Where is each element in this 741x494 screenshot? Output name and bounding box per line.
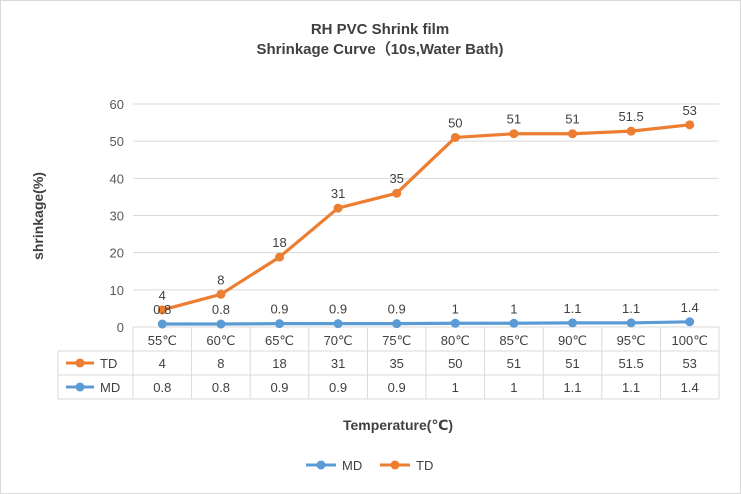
data-point-md — [509, 318, 519, 328]
table-cell: 51.5 — [618, 356, 643, 371]
x-tick-label: 75℃ — [382, 333, 411, 348]
data-label-md: 1 — [452, 301, 459, 316]
data-point-md — [333, 319, 343, 329]
y-tick-label: 30 — [110, 209, 124, 224]
y-tick-label: 50 — [110, 134, 124, 149]
table-cell: 0.9 — [388, 380, 406, 395]
data-label-md: 0.8 — [212, 302, 230, 317]
table-cell: 1.4 — [681, 380, 699, 395]
chart-title: RH PVC Shrink film — [311, 21, 449, 38]
table-series-name: TD — [100, 356, 117, 371]
table-cell: 51 — [507, 356, 521, 371]
table-cell: 31 — [331, 356, 345, 371]
table-cell: 18 — [272, 356, 286, 371]
table-cell: 1 — [452, 380, 459, 395]
data-point-td — [275, 252, 284, 262]
data-point-td — [157, 305, 167, 315]
data-point-md — [275, 319, 284, 329]
legend-label: TD — [416, 458, 433, 473]
y-tick-label: 0 — [117, 320, 124, 335]
data-label-md: 1.1 — [622, 301, 640, 316]
data-point-md — [626, 318, 636, 328]
table-cell: 0.8 — [153, 380, 171, 395]
y-tick-label: 10 — [110, 283, 124, 298]
data-point-td — [450, 132, 460, 142]
x-tick-label: 95℃ — [617, 333, 646, 348]
data-point-md — [392, 319, 402, 329]
data-point-md — [685, 317, 695, 327]
table-cell: 1.1 — [622, 380, 640, 395]
data-label-td: 8 — [217, 272, 224, 287]
y-tick-label: 40 — [110, 171, 124, 186]
x-tick-label: 60℃ — [206, 333, 235, 348]
legend-label: MD — [342, 458, 362, 473]
x-tick-label: 85℃ — [499, 333, 528, 348]
table-cell: 53 — [682, 356, 696, 371]
y-axis-title: shrinkage(%) — [30, 172, 46, 260]
x-tick-label: 65℃ — [265, 333, 294, 348]
table-cell: 35 — [389, 356, 403, 371]
x-tick-label: 80℃ — [441, 333, 470, 348]
data-label-td: 35 — [389, 171, 403, 186]
data-label-md: 0.8 — [153, 302, 171, 317]
data-label-td: 53 — [682, 103, 696, 118]
table-cell: 0.9 — [329, 380, 347, 395]
data-point-td — [509, 129, 519, 139]
series-line-md — [162, 320, 690, 326]
data-point-td — [392, 188, 402, 198]
table-cell: 4 — [159, 356, 166, 371]
x-tick-label: 55℃ — [148, 333, 177, 348]
table-key-marker — [75, 358, 85, 368]
table-cell: 1 — [510, 380, 517, 395]
data-point-td — [216, 289, 226, 299]
data-label-md: 0.9 — [270, 302, 288, 317]
table-key-marker — [75, 382, 85, 392]
data-point-md — [216, 319, 226, 329]
data-label-td: 51 — [565, 112, 579, 127]
series-layer: 4 8 18 31 35 50 51 51 51.5 53 0.8 0.8 0.9 0.9 0.9 1 1 1.1… — [153, 103, 699, 329]
data-label-md: 1 — [510, 301, 517, 316]
table-cell: 8 — [217, 356, 224, 371]
data-point-md — [568, 318, 577, 328]
data-label-td: 50 — [448, 115, 462, 130]
data-point-td — [685, 120, 695, 130]
table-cell: 50 — [448, 356, 462, 371]
legend-key-marker — [390, 460, 400, 470]
chart-subtitle: Shrinkage Curve（10s,Water Bath) — [256, 40, 503, 58]
table-cell: 51 — [565, 356, 579, 371]
table-series-name: MD — [100, 380, 120, 395]
data-table: 55℃ 60℃ 65℃ 70℃ 75℃ 80℃ 85℃ 90℃ 95℃ 100℃ TD 4 8 18 31 3… — [57, 326, 720, 400]
x-tick-label: 90℃ — [558, 333, 587, 348]
data-label-td: 18 — [272, 235, 286, 250]
data-label-md: 0.9 — [388, 302, 406, 317]
y-tick-label: 20 — [110, 246, 124, 261]
y-tick-labels: 0 10 20 30 40 50 60 — [110, 97, 124, 335]
series-line-td — [161, 123, 690, 312]
legend: MD TD — [306, 458, 433, 473]
x-tick-label: 70℃ — [324, 333, 353, 348]
x-axis-title: Temperature(℃) — [343, 417, 453, 433]
table-cell: 0.9 — [270, 380, 288, 395]
data-point-td — [626, 126, 636, 136]
table-cell: 1.1 — [563, 380, 581, 395]
data-label-td: 51 — [507, 112, 521, 127]
data-label-md: 1.1 — [563, 301, 581, 316]
data-label-td: 51.5 — [618, 109, 643, 124]
data-point-md — [450, 318, 460, 328]
legend-key-marker — [316, 460, 326, 470]
data-point-md — [157, 319, 167, 329]
y-tick-label: 60 — [110, 97, 124, 112]
table-cell: 0.8 — [212, 380, 230, 395]
data-label-td: 31 — [331, 186, 345, 201]
data-label-md: 1.4 — [681, 300, 699, 315]
data-label-td: 4 — [159, 288, 166, 303]
data-point-td — [568, 129, 577, 139]
x-tick-label: 100℃ — [672, 333, 708, 348]
data-label-md: 0.9 — [329, 302, 347, 317]
data-point-td — [333, 203, 343, 213]
